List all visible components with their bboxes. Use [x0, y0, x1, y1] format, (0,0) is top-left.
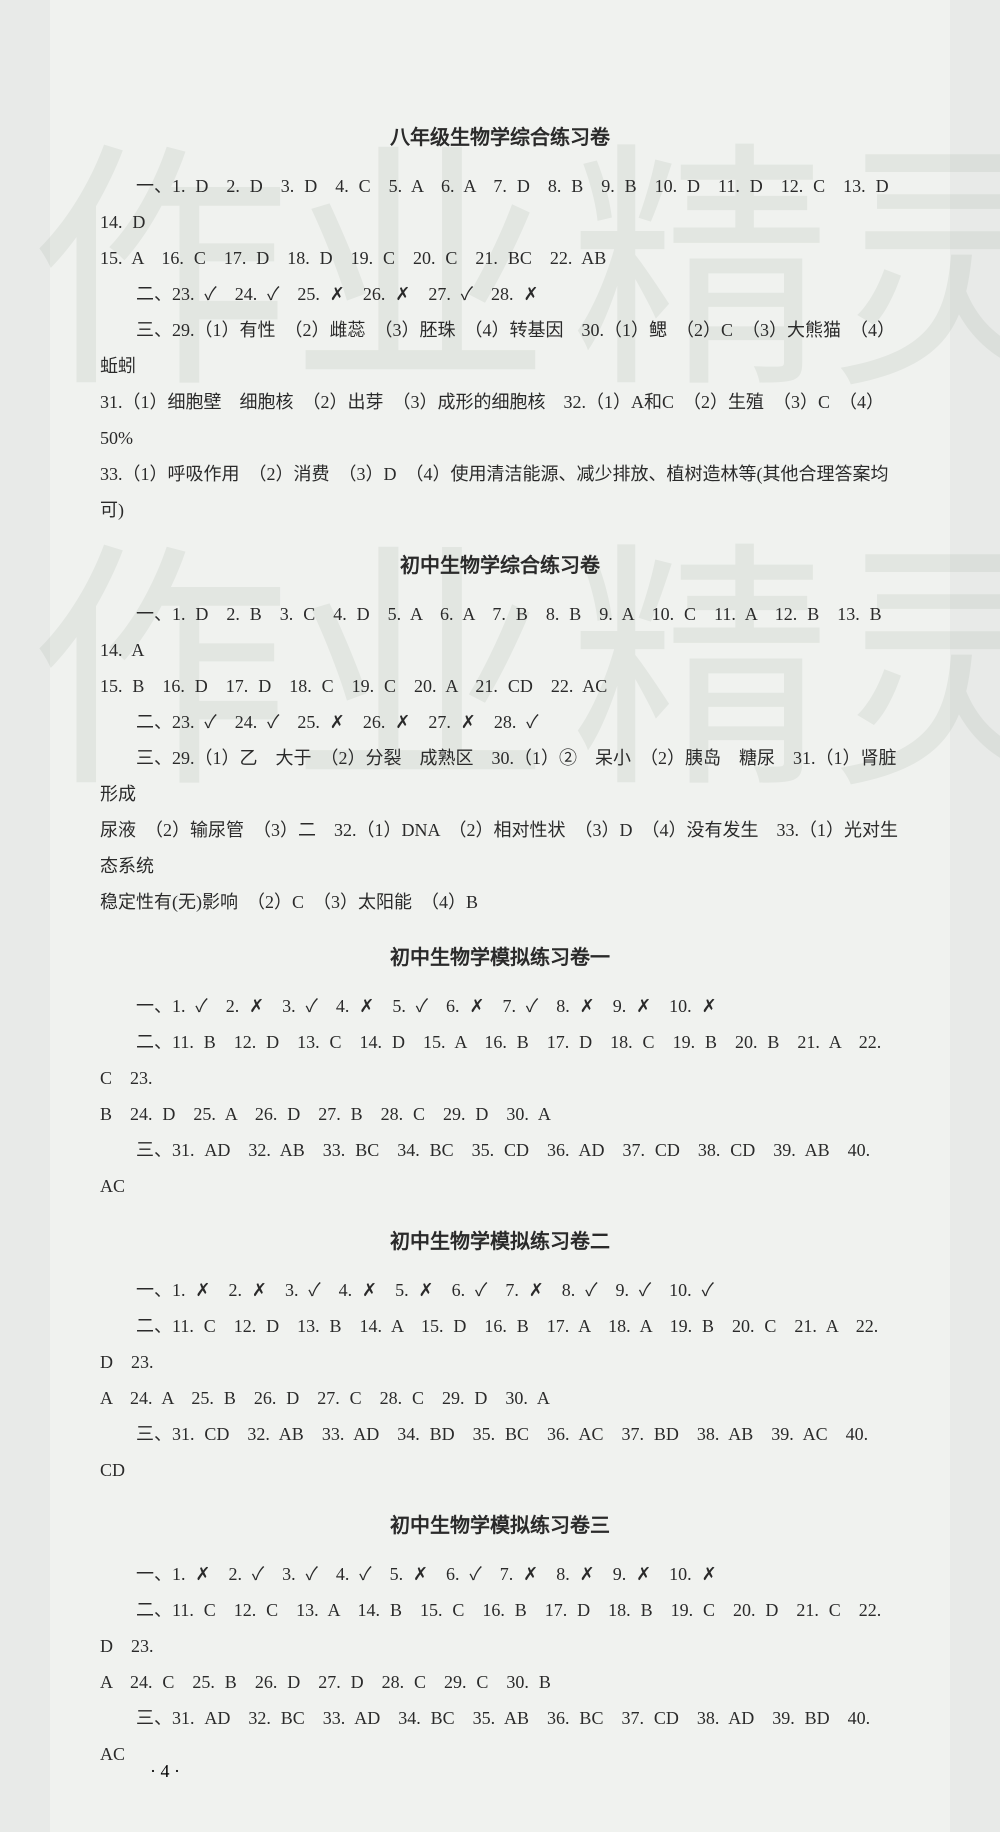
- page: 作 业 精 灵 作 业 精 灵 八年级生物学综合练习卷一、1. D 2. D 3…: [50, 0, 950, 1832]
- answer-line: 二、23. ✓ 24. ✓ 25. ✗ 26. ✗ 27. ✓ 28. ✗: [100, 276, 900, 312]
- answer-line: 15. B 16. D 17. D 18. C 19. C 20. A 21. …: [100, 668, 900, 704]
- answer-line: 一、1. D 2. B 3. C 4. D 5. A 6. A 7. B 8. …: [100, 596, 900, 668]
- answer-line: 二、11. C 12. C 13. A 14. B 15. C 16. B 17…: [100, 1592, 900, 1664]
- answer-line: 31.（1）细胞壁 细胞核 （2）出芽 （3）成形的细胞核 32.（1）A和C …: [100, 384, 900, 456]
- answer-line: 三、29.（1）有性 （2）雌蕊 （3）胚珠 （4）转基因 30.（1）鳃 （2…: [100, 312, 900, 384]
- answer-line: A 24. C 25. B 26. D 27. D 28. C 29. C 30…: [100, 1664, 900, 1700]
- content-body: 八年级生物学综合练习卷一、1. D 2. D 3. D 4. C 5. A 6.…: [100, 118, 900, 1772]
- answer-line: 一、1. D 2. D 3. D 4. C 5. A 6. A 7. D 8. …: [100, 168, 900, 240]
- section-title: 初中生物学模拟练习卷一: [100, 938, 900, 978]
- answer-line: 33.（1）呼吸作用 （2）消费 （3）D （4）使用清洁能源、减少排放、植树造…: [100, 456, 900, 528]
- answer-line: 稳定性有(无)影响 （2）C （3）太阳能 （4）B: [100, 884, 900, 920]
- section-title: 初中生物学综合练习卷: [100, 546, 900, 586]
- answer-line: 15. A 16. C 17. D 18. D 19. C 20. C 21. …: [100, 240, 900, 276]
- section-title: 初中生物学模拟练习卷三: [100, 1506, 900, 1546]
- answer-line: 三、31. CD 32. AB 33. AD 34. BD 35. BC 36.…: [100, 1416, 900, 1488]
- answer-line: 一、1. ✓ 2. ✗ 3. ✓ 4. ✗ 5. ✓ 6. ✗ 7. ✓ 8. …: [100, 988, 900, 1024]
- answer-line: A 24. A 25. B 26. D 27. C 28. C 29. D 30…: [100, 1380, 900, 1416]
- section-title: 初中生物学模拟练习卷二: [100, 1222, 900, 1262]
- answer-line: 二、11. C 12. D 13. B 14. A 15. D 16. B 17…: [100, 1308, 900, 1380]
- answer-line: 尿液 （2）输尿管 （3）二 32.（1）DNA （2）相对性状 （3）D （4…: [100, 812, 900, 884]
- answer-line: 三、31. AD 32. AB 33. BC 34. BC 35. CD 36.…: [100, 1132, 900, 1204]
- answer-line: 一、1. ✗ 2. ✗ 3. ✓ 4. ✗ 5. ✗ 6. ✓ 7. ✗ 8. …: [100, 1272, 900, 1308]
- answer-line: 二、11. B 12. D 13. C 14. D 15. A 16. B 17…: [100, 1024, 900, 1096]
- answer-line: 二、23. ✓ 24. ✓ 25. ✗ 26. ✗ 27. ✗ 28. ✓: [100, 704, 900, 740]
- answer-line: 三、31. AD 32. BC 33. AD 34. BC 35. AB 36.…: [100, 1700, 900, 1772]
- answer-line: B 24. D 25. A 26. D 27. B 28. C 29. D 30…: [100, 1096, 900, 1132]
- answer-line: 一、1. ✗ 2. ✓ 3. ✓ 4. ✓ 5. ✗ 6. ✓ 7. ✗ 8. …: [100, 1556, 900, 1592]
- answer-line: 三、29.（1）乙 大于 （2）分裂 成熟区 30.（1）② 呆小 （2）胰岛 …: [100, 740, 900, 812]
- section-title: 八年级生物学综合练习卷: [100, 118, 900, 158]
